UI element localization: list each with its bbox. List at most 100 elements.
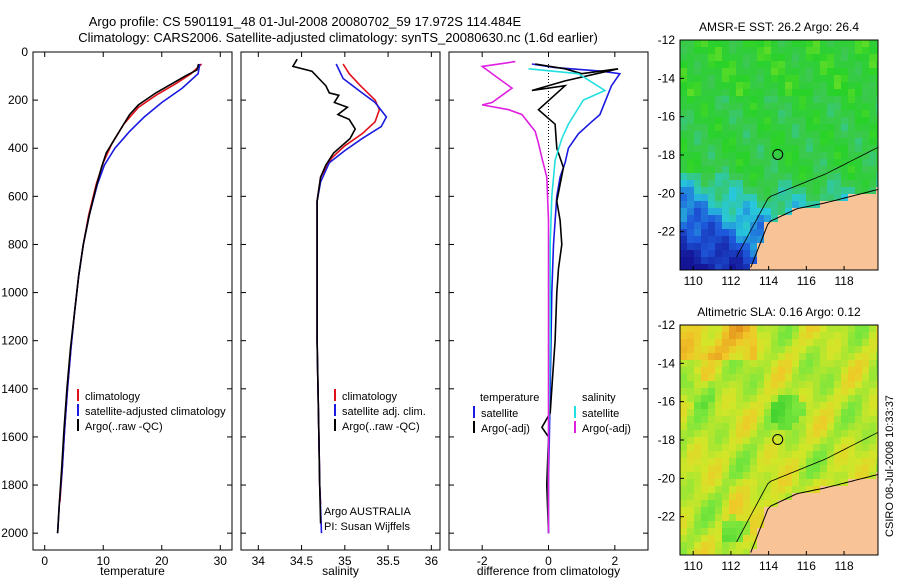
sst-map-cell [771,68,778,75]
sst-map-cell [799,110,806,117]
sla-map-cell [715,507,722,514]
sla-map-cell [792,402,799,409]
sla-map-cell [778,374,785,381]
sla-map-cell [792,374,799,381]
sst-map-cell [736,257,743,264]
sst-map-cell [834,208,841,215]
sla-map-cell [841,346,848,353]
sla-map-cell [813,528,820,535]
sla-map-cell [834,458,841,465]
sla-map-cell [694,514,701,521]
sst-map-cell [841,145,848,152]
sla-map-cell [694,542,701,549]
sst-map-cell [708,173,715,180]
sla-map-cell [722,346,729,353]
sst-map-cell [862,75,869,82]
sla-map-cell [729,346,736,353]
difference-series-black-line [531,63,619,534]
sla-map-cell [729,402,736,409]
sla-map-cell [820,339,827,346]
sst-map-cell [743,103,750,110]
sst-map-cell [715,229,722,236]
sst-map-cell [827,47,834,54]
sst-map-cell [869,152,876,159]
sla-map-cell [694,444,701,451]
sst-map-cell [785,47,792,54]
sla-map-cell [764,437,771,444]
sst-map-cell [806,75,813,82]
sla-map-cell [771,500,778,507]
sla-map-cell [743,472,750,479]
sst-map-cell [708,89,715,96]
sst-map-cell [680,110,687,117]
sst-map-cell [715,264,722,270]
sst-map-cell [694,61,701,68]
sst-map-cell [876,187,878,194]
sla-map-cell [722,409,729,416]
sla-map-cell [694,451,701,458]
sst-map-cell [841,173,848,180]
sla-map-cell [834,479,841,486]
sla-map-cell [855,430,862,437]
salinity-legend-label: Argo(..raw -QC) [342,421,420,433]
sla-map-cell [743,514,750,521]
sst-map-cell [722,40,729,47]
sla-map-cell [792,479,799,486]
sst-map-cell [848,257,855,264]
sst-map-cell [841,131,848,138]
sst-map-cell [729,159,736,166]
sla-map-cell [876,465,878,472]
sst-map-cell [771,152,778,159]
sla-map-cell [841,528,848,535]
sla-map-cell [806,549,813,555]
sla-map-cell [750,535,757,542]
sst-map-cell [708,47,715,54]
sla-map-cell [806,514,813,521]
sst-map-cell [792,152,799,159]
sla-map-cell [729,437,736,444]
sst-map-cell [694,152,701,159]
sla-map-cell [855,395,862,402]
sst-map-cell [736,208,743,215]
sst-map-cell [876,96,878,103]
sst-map-cell [834,82,841,89]
sla-map-cell [848,514,855,521]
sla-map-cell [757,367,764,374]
sst-map-cell [743,236,750,243]
difference-series-magenta-line [480,60,550,534]
sla-map-cell [708,430,715,437]
sst-map-cell [820,187,827,194]
sla-map-cell [876,381,878,388]
sla-map-cell [834,346,841,353]
sla-map-cell [869,325,876,332]
sst-map-cell [687,61,694,68]
sla-map-cell [708,423,715,430]
sst-map-cell [708,152,715,159]
sst-map-cell [820,117,827,124]
sla-map-cell [708,367,715,374]
sst-map-cell [729,124,736,131]
sla-map-cell [750,381,757,388]
sla-map-cell [799,549,806,555]
sst-map-cell [876,40,878,47]
sla-map-cell [848,332,855,339]
sla-map-cell [848,521,855,528]
sla-map-cell [743,395,750,402]
sla-map-cell [876,374,878,381]
sla-map-cell [687,332,694,339]
sst-map-cell [876,61,878,68]
sst-map-cell [729,243,736,250]
sst-map-cell [806,257,813,264]
sst-map-cell [848,131,855,138]
sla-map-cell [701,423,708,430]
difference-series-cyan-line [528,68,607,534]
sst-map-cell [694,222,701,229]
sla-map-cell [806,388,813,395]
sst-map-cell [680,187,687,194]
sst-map-cell [757,166,764,173]
sla-map-cell [813,409,820,416]
sla-map-cell [729,535,736,542]
sla-map-cell [792,528,799,535]
sla-map-cell [687,367,694,374]
sst-map-cell [750,201,757,208]
